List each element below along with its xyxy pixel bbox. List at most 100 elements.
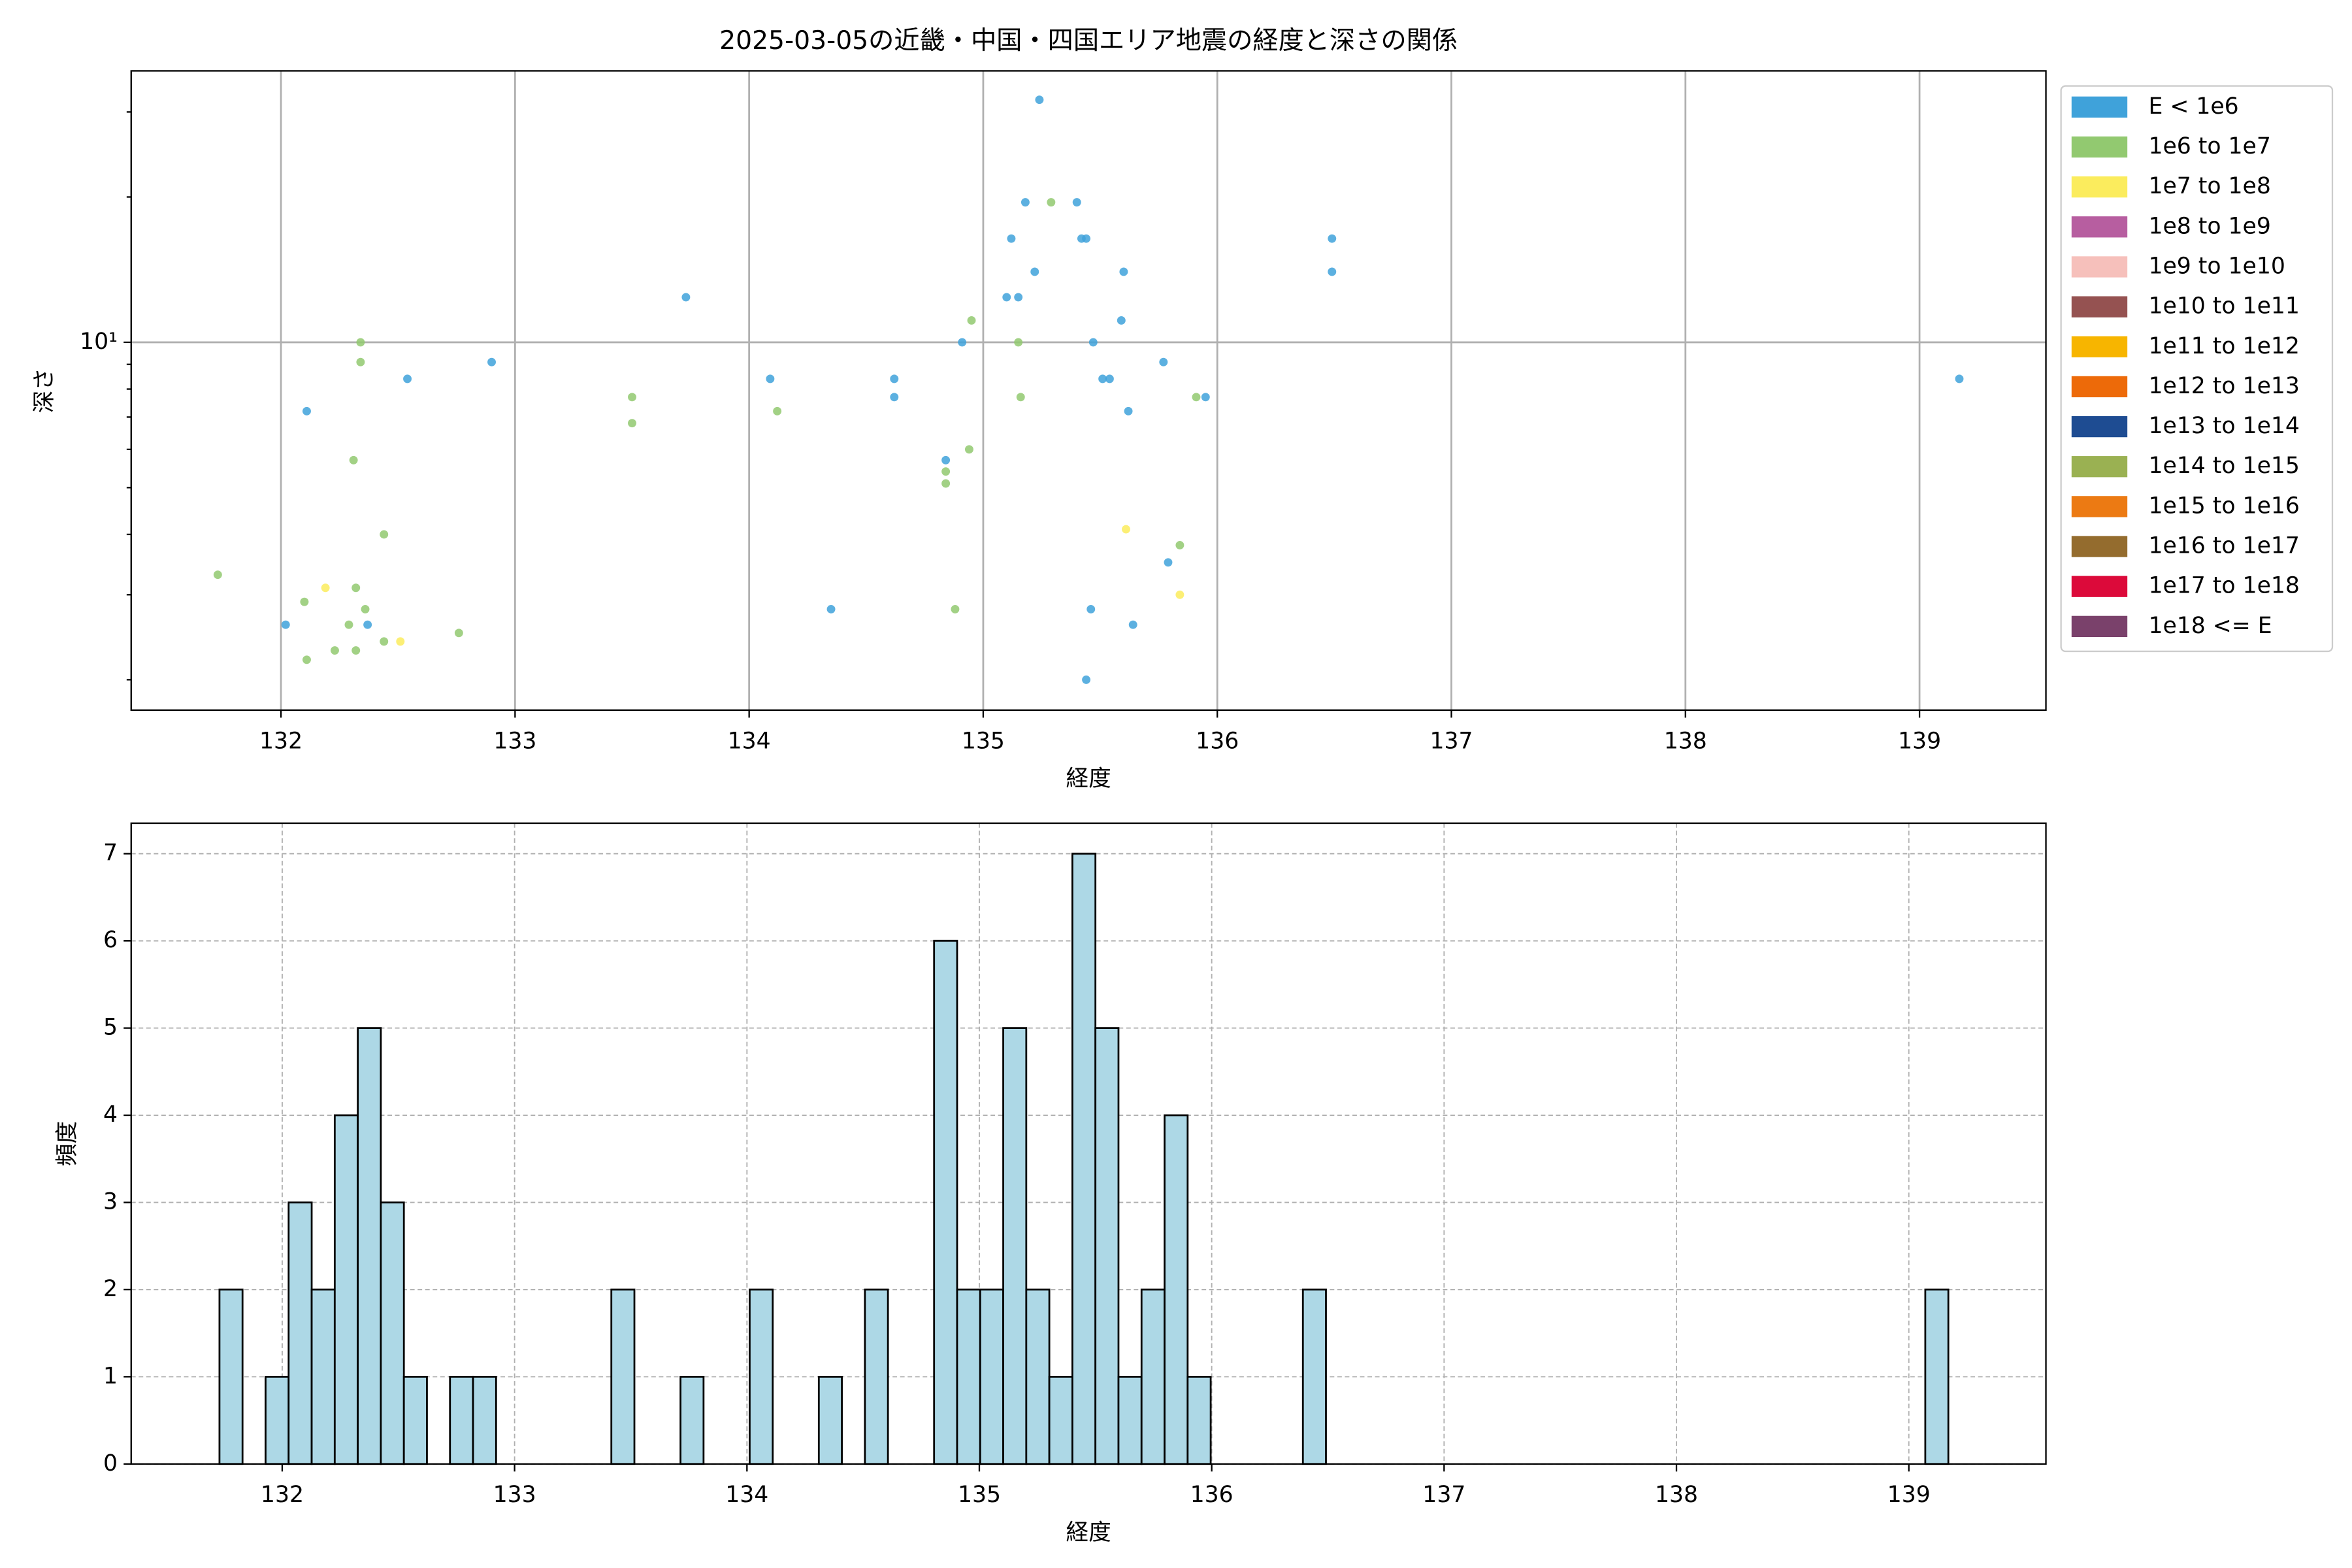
histogram-bar [218, 1288, 244, 1465]
legend-label: 1e9 to 1e10 [2148, 253, 2285, 279]
legend-swatch [2071, 176, 2128, 198]
histogram-bar [287, 1201, 313, 1465]
scatter-point [361, 604, 370, 613]
legend-label: 1e16 to 1e17 [2148, 533, 2299, 559]
x-tick-label: 139 [1898, 728, 1941, 754]
scatter-point [300, 597, 309, 606]
scatter-point [1021, 198, 1030, 207]
histogram-bar [679, 1375, 705, 1465]
scatter-point [1124, 406, 1133, 416]
histogram-bar [1025, 1288, 1051, 1465]
histogram-bar [310, 1288, 336, 1465]
histogram-bar [402, 1375, 428, 1465]
scatter-point [487, 357, 496, 367]
scatter-point [1030, 267, 1039, 276]
plot-frame [130, 70, 2047, 711]
scatter-point [363, 620, 372, 629]
histogram-bar [1140, 1288, 1166, 1465]
scatter-point [454, 629, 463, 638]
legend-label: 1e6 to 1e7 [2148, 133, 2270, 159]
scatter-point [1328, 234, 1337, 243]
legend-swatch [2071, 376, 2128, 398]
x-tick-label: 135 [962, 728, 1005, 754]
scatter-point [1328, 267, 1337, 276]
x-axis-label: 経度 [1066, 1520, 1111, 1546]
scatter-point [826, 604, 836, 613]
scatter-point [351, 646, 361, 655]
histogram-bar [979, 1288, 1004, 1465]
scatter-point [964, 445, 973, 454]
legend-label: 1e18 <= E [2148, 613, 2272, 639]
scatter-point [1086, 604, 1096, 613]
legend-swatch [2071, 256, 2128, 278]
scatter-point [349, 455, 358, 465]
x-tick-label: 138 [1664, 728, 1707, 754]
y-axis-label: 深さ [31, 368, 57, 413]
scatter-point [1105, 374, 1114, 384]
scatter-point [773, 406, 782, 416]
scatter-point [1082, 234, 1091, 243]
scatter-point [941, 467, 951, 476]
scatter-point [1117, 316, 1126, 325]
scatter-point [967, 316, 976, 325]
scatter-point [1014, 293, 1023, 302]
scatter-point [1088, 338, 1098, 347]
legend-swatch [2071, 496, 2128, 517]
y-tick-label: 0 [103, 1450, 118, 1477]
scatter-point [1072, 198, 1081, 207]
histogram-bar [1117, 1375, 1143, 1465]
legend-swatch [2071, 615, 2128, 637]
scatter-point [213, 570, 222, 580]
x-tick-label: 136 [1196, 728, 1239, 754]
histogram-bar [1301, 1288, 1327, 1465]
histogram-bar [333, 1114, 359, 1465]
x-tick-label: 135 [958, 1482, 1001, 1508]
scatter-point [1035, 95, 1044, 105]
legend-label: 1e15 to 1e16 [2148, 493, 2299, 519]
x-tick-label: 134 [728, 728, 771, 754]
scatter-point [681, 293, 691, 302]
scatter-point [1016, 393, 1025, 402]
y-tick-label: 2 [103, 1276, 118, 1302]
histogram-bar [1048, 1375, 1073, 1465]
scatter-point [321, 583, 330, 593]
scatter-point [1175, 590, 1184, 599]
legend-swatch [2071, 416, 2128, 438]
scatter-point [766, 374, 775, 384]
histogram-bar [817, 1375, 843, 1465]
histogram-bar [864, 1288, 889, 1465]
legend-label: 1e10 to 1e11 [2148, 293, 2299, 319]
scatter-point [403, 374, 412, 384]
legend-swatch [2071, 576, 2128, 597]
scatter-point [1122, 525, 1130, 534]
scatter-point [628, 419, 636, 428]
scatter-point [1007, 234, 1016, 243]
y-tick-label: 7 [103, 840, 118, 866]
scatter-point [941, 479, 951, 488]
x-tick-label: 136 [1190, 1482, 1233, 1508]
legend-label: 1e14 to 1e15 [2148, 453, 2299, 479]
scatter-point [1128, 620, 1137, 629]
y-tick-label: 1 [103, 1363, 118, 1389]
scatter-point [302, 655, 311, 664]
scatter-point [1002, 293, 1011, 302]
histogram-bar [956, 1288, 981, 1465]
histogram-bar [449, 1375, 474, 1465]
x-tick-label: 134 [725, 1482, 768, 1508]
legend-swatch [2071, 136, 2128, 158]
x-tick-label: 139 [1887, 1482, 1931, 1508]
scatter-point [951, 604, 960, 613]
x-tick-label: 138 [1655, 1482, 1698, 1508]
histogram-bar [933, 939, 958, 1465]
legend-label: 1e17 to 1e18 [2148, 573, 2299, 599]
legend-label: E < 1e6 [2148, 93, 2238, 120]
y-tick-label: 6 [103, 927, 118, 953]
legend-label: 1e7 to 1e8 [2148, 173, 2270, 199]
histogram-bar [472, 1375, 497, 1465]
legend-swatch [2071, 536, 2128, 557]
legend-label: 1e11 to 1e12 [2148, 333, 2299, 359]
scatter-point [380, 637, 389, 646]
y-tick-label: 10¹ [80, 329, 118, 355]
legend-swatch [2071, 456, 2128, 478]
